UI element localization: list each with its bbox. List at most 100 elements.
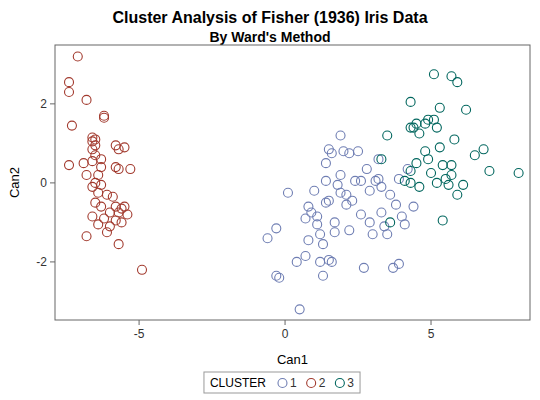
point (82, 95, 91, 104)
point (321, 198, 330, 207)
point (283, 188, 292, 197)
point (412, 159, 421, 168)
subtitle: By Ward's Method (209, 29, 330, 45)
point (386, 190, 395, 199)
legend-label: 2 (319, 376, 326, 390)
point (377, 182, 386, 191)
point (275, 273, 284, 282)
point (330, 228, 339, 237)
y-tick-label: 2 (40, 97, 47, 111)
legend-item: 2 (307, 376, 326, 390)
point (324, 255, 333, 264)
point (348, 196, 357, 205)
point (447, 72, 456, 81)
point (356, 176, 365, 185)
legend-item: 1 (278, 376, 297, 390)
point (485, 167, 494, 176)
point (102, 228, 111, 237)
point (354, 147, 363, 156)
point (336, 170, 345, 179)
point (114, 145, 123, 154)
point (391, 200, 400, 209)
point (82, 170, 91, 179)
point (345, 226, 354, 235)
point (450, 135, 459, 144)
marks (65, 52, 524, 314)
point (383, 131, 392, 140)
point (123, 210, 132, 219)
point (94, 220, 103, 229)
point (412, 119, 421, 128)
y-tick (50, 103, 55, 104)
point (327, 149, 336, 158)
point (415, 129, 424, 138)
legend: CLUSTER 1 23 (204, 372, 360, 393)
point (310, 186, 319, 195)
point (365, 186, 374, 195)
x-tick (285, 320, 286, 325)
point (319, 240, 328, 249)
point (453, 190, 462, 199)
point (345, 149, 354, 158)
point (272, 224, 281, 233)
point (319, 271, 328, 280)
legend-label: 1 (290, 376, 297, 390)
point (435, 143, 444, 152)
point (88, 182, 97, 191)
point (462, 105, 471, 114)
point (429, 70, 438, 79)
point (438, 216, 447, 225)
point (336, 131, 345, 140)
point (97, 202, 106, 211)
point (377, 155, 386, 164)
point (82, 232, 91, 241)
point (94, 188, 103, 197)
title: Cluster Analysis of Fisher (1936) Iris D… (112, 9, 427, 26)
point (316, 257, 325, 266)
point (79, 159, 88, 168)
point (301, 251, 310, 260)
point (263, 234, 272, 243)
x-tick-label: -5 (134, 327, 145, 341)
point (394, 174, 403, 183)
point (403, 165, 412, 174)
x-tick (139, 320, 140, 325)
point (120, 143, 129, 152)
point (301, 214, 310, 223)
point (470, 151, 479, 160)
point (459, 180, 468, 189)
point (330, 218, 339, 227)
point (138, 265, 147, 274)
point (272, 271, 281, 280)
point (65, 78, 74, 87)
point (365, 218, 374, 227)
point (65, 88, 74, 97)
x-axis-label: Can1 (277, 352, 308, 367)
point (73, 52, 82, 61)
plot-frame (55, 45, 530, 320)
point (321, 176, 330, 185)
point (479, 145, 488, 154)
point (362, 165, 371, 174)
point (400, 176, 409, 185)
point (313, 220, 322, 229)
x-tick-label: 5 (428, 327, 435, 341)
point (65, 161, 74, 170)
legend-marker (307, 379, 316, 388)
legend-item: 3 (335, 376, 354, 390)
legend-title: CLUSTER (210, 376, 266, 390)
point (432, 178, 441, 187)
point (100, 214, 109, 223)
point (336, 188, 345, 197)
legend-marker (278, 379, 287, 388)
y-tick-label: -2 (36, 255, 47, 269)
y-axis-label: Can2 (7, 167, 22, 198)
point (316, 230, 325, 239)
point (342, 190, 351, 199)
point (105, 208, 114, 217)
point (438, 161, 447, 170)
point (114, 240, 123, 249)
point (108, 192, 117, 201)
point (67, 121, 76, 130)
y-tick (50, 261, 55, 262)
